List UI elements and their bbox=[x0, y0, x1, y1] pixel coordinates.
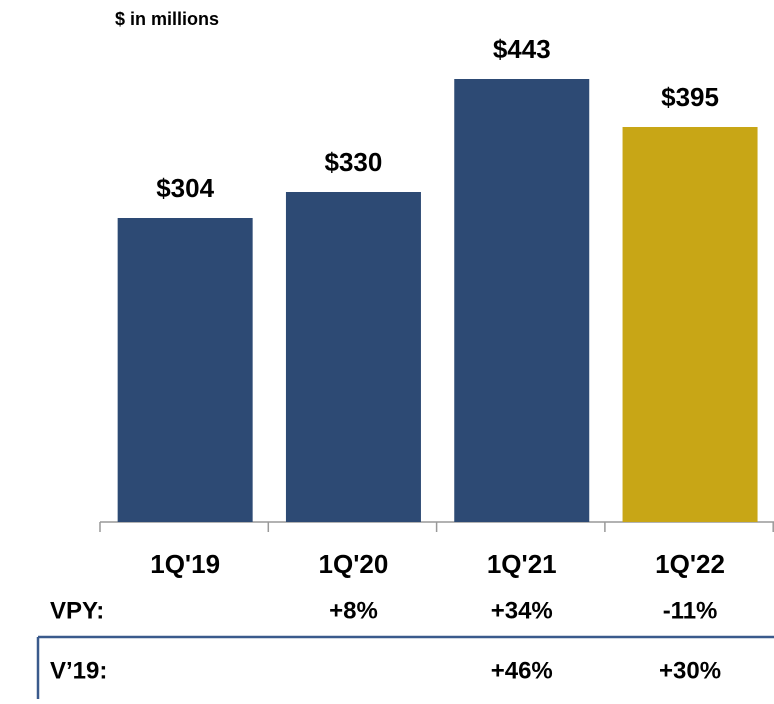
x-tick-label: 1Q'22 bbox=[655, 549, 725, 579]
value-label: $443 bbox=[493, 34, 551, 64]
value-label: $304 bbox=[156, 173, 214, 203]
row-label: V’19: bbox=[50, 657, 107, 684]
chart-subtitle: $ in millions bbox=[115, 9, 219, 29]
bar bbox=[622, 127, 758, 522]
row-cell: +8% bbox=[329, 597, 378, 624]
row-cell: -11% bbox=[663, 597, 718, 624]
value-label: $330 bbox=[325, 147, 383, 177]
x-tick-label: 1Q'19 bbox=[150, 549, 220, 579]
value-label: $395 bbox=[661, 82, 719, 112]
bar bbox=[117, 218, 253, 522]
row-cell: +34% bbox=[491, 597, 553, 624]
row-label: VPY: bbox=[50, 597, 104, 624]
row-cell: +30% bbox=[659, 657, 721, 684]
row-cell: +46% bbox=[491, 657, 553, 684]
bar bbox=[285, 192, 421, 522]
x-tick-label: 1Q'21 bbox=[487, 549, 557, 579]
x-tick-label: 1Q'20 bbox=[319, 549, 389, 579]
bar bbox=[454, 79, 590, 522]
